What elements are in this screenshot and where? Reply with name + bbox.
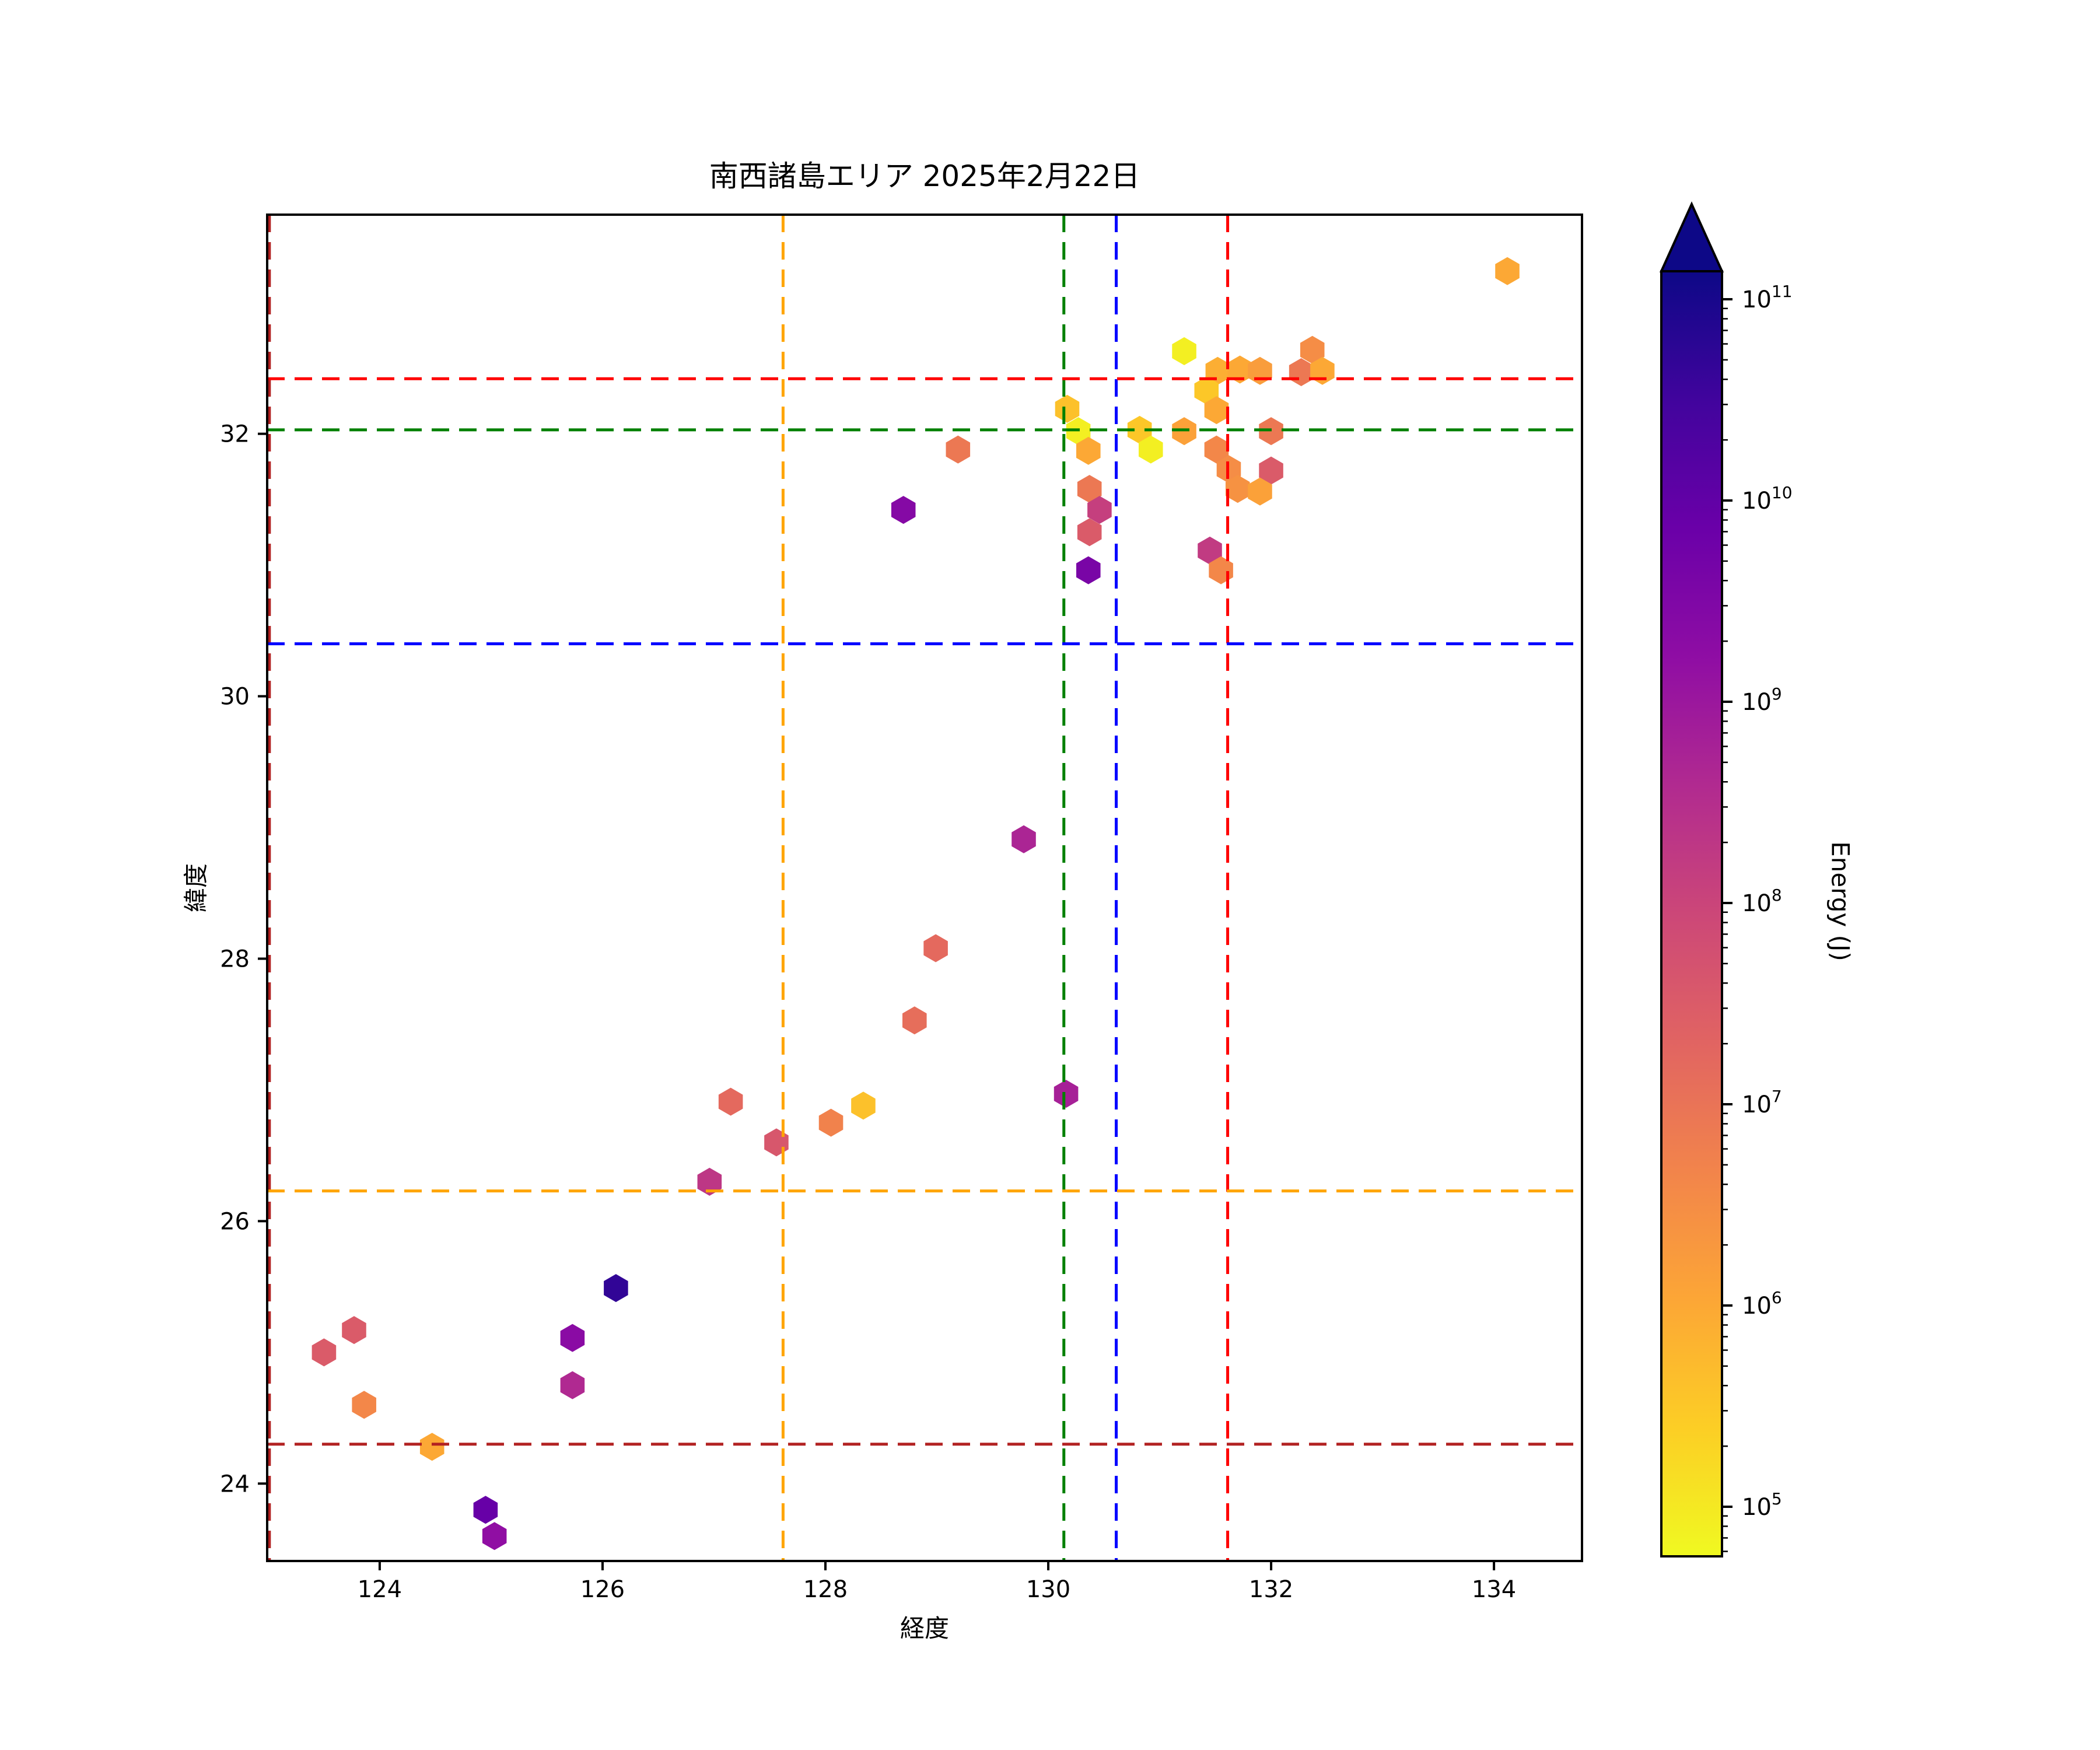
y-tick-label: 30 <box>220 684 250 710</box>
colorbar-tick-label: 105 <box>1742 1489 1782 1521</box>
data-point-hexagon <box>1495 257 1520 285</box>
colorbar-tick-label: 1010 <box>1742 483 1793 514</box>
x-axis-label: 経度 <box>900 1614 949 1643</box>
data-point-hexagon <box>1076 436 1101 465</box>
colorbar-tick-label: 109 <box>1742 684 1782 716</box>
colorbar-gradient <box>1661 271 1722 1556</box>
data-point-hexagon <box>1055 394 1080 423</box>
data-point-hexagon <box>891 496 916 524</box>
data-point-hexagon <box>1204 396 1229 425</box>
data-point-hexagon <box>1225 475 1250 503</box>
data-point-hexagon <box>1198 536 1222 565</box>
y-tick-label: 28 <box>220 946 250 972</box>
y-axis-label: 緯度 <box>181 863 211 913</box>
colorbar-extend-arrow <box>1659 201 1724 272</box>
data-point-hexagon <box>1077 518 1102 547</box>
data-point-hexagon <box>851 1091 876 1120</box>
x-tick-label: 128 <box>803 1576 848 1603</box>
data-point-hexagon <box>1077 475 1102 503</box>
data-point-hexagon <box>1127 415 1152 444</box>
axes-frame <box>266 214 1583 1562</box>
x-tick-label: 126 <box>580 1576 625 1603</box>
data-point-hexagon <box>473 1496 498 1524</box>
data-point-hexagon <box>1289 358 1314 386</box>
x-tick-label: 134 <box>1472 1576 1516 1603</box>
data-point-hexagon <box>1138 435 1163 464</box>
data-point-hexagon <box>560 1371 585 1399</box>
x-tick-label: 130 <box>1026 1576 1070 1603</box>
data-point-hexagon <box>818 1108 844 1137</box>
data-point-hexagon <box>1248 477 1272 506</box>
y-tick-label: 32 <box>220 421 250 448</box>
data-point-hexagon <box>312 1338 337 1367</box>
data-point-hexagon <box>1248 356 1272 385</box>
data-point-hexagon <box>946 435 971 464</box>
data-point-hexagon <box>902 1006 927 1035</box>
data-point-hexagon <box>697 1167 722 1196</box>
data-point-hexagon <box>419 1433 444 1461</box>
data-point-hexagon <box>1227 355 1252 384</box>
data-point-hexagon <box>342 1316 366 1345</box>
data-point-hexagon <box>1194 376 1219 405</box>
data-point-hexagon <box>718 1087 743 1116</box>
colorbar-tick-label: 108 <box>1742 886 1782 917</box>
colorbar-tick-label: 106 <box>1742 1288 1782 1320</box>
data-point-hexagon <box>482 1522 507 1550</box>
plot-title: 南西諸島エリア 2025年2月22日 <box>709 159 1140 193</box>
data-point-hexagon <box>1204 435 1229 464</box>
data-point-hexagon <box>1076 556 1101 584</box>
data-point-hexagon <box>560 1324 585 1352</box>
y-tick-label: 26 <box>220 1208 250 1235</box>
y-tick-label: 24 <box>220 1471 250 1497</box>
colorbar-tick-label: 107 <box>1742 1087 1782 1118</box>
data-point-hexagon <box>764 1128 789 1157</box>
data-point-hexagon <box>1087 496 1112 524</box>
data-point-hexagon <box>1054 1080 1079 1108</box>
x-tick-label: 132 <box>1249 1576 1293 1603</box>
plot-area <box>267 215 1582 1561</box>
data-point-hexagon <box>352 1391 376 1419</box>
colorbar-outline <box>1660 270 1723 1558</box>
data-point-hexagon <box>1300 335 1325 364</box>
colorbar-label: Energy (J) <box>1826 841 1855 961</box>
x-tick-label: 124 <box>358 1576 402 1603</box>
data-point-hexagon <box>1012 825 1036 853</box>
data-point-hexagon <box>1172 337 1196 365</box>
data-point-hexagon <box>923 934 948 963</box>
data-point-hexagon <box>604 1274 628 1303</box>
data-point-hexagon <box>1259 456 1283 485</box>
colorbar-tick-label: 1011 <box>1742 282 1793 313</box>
